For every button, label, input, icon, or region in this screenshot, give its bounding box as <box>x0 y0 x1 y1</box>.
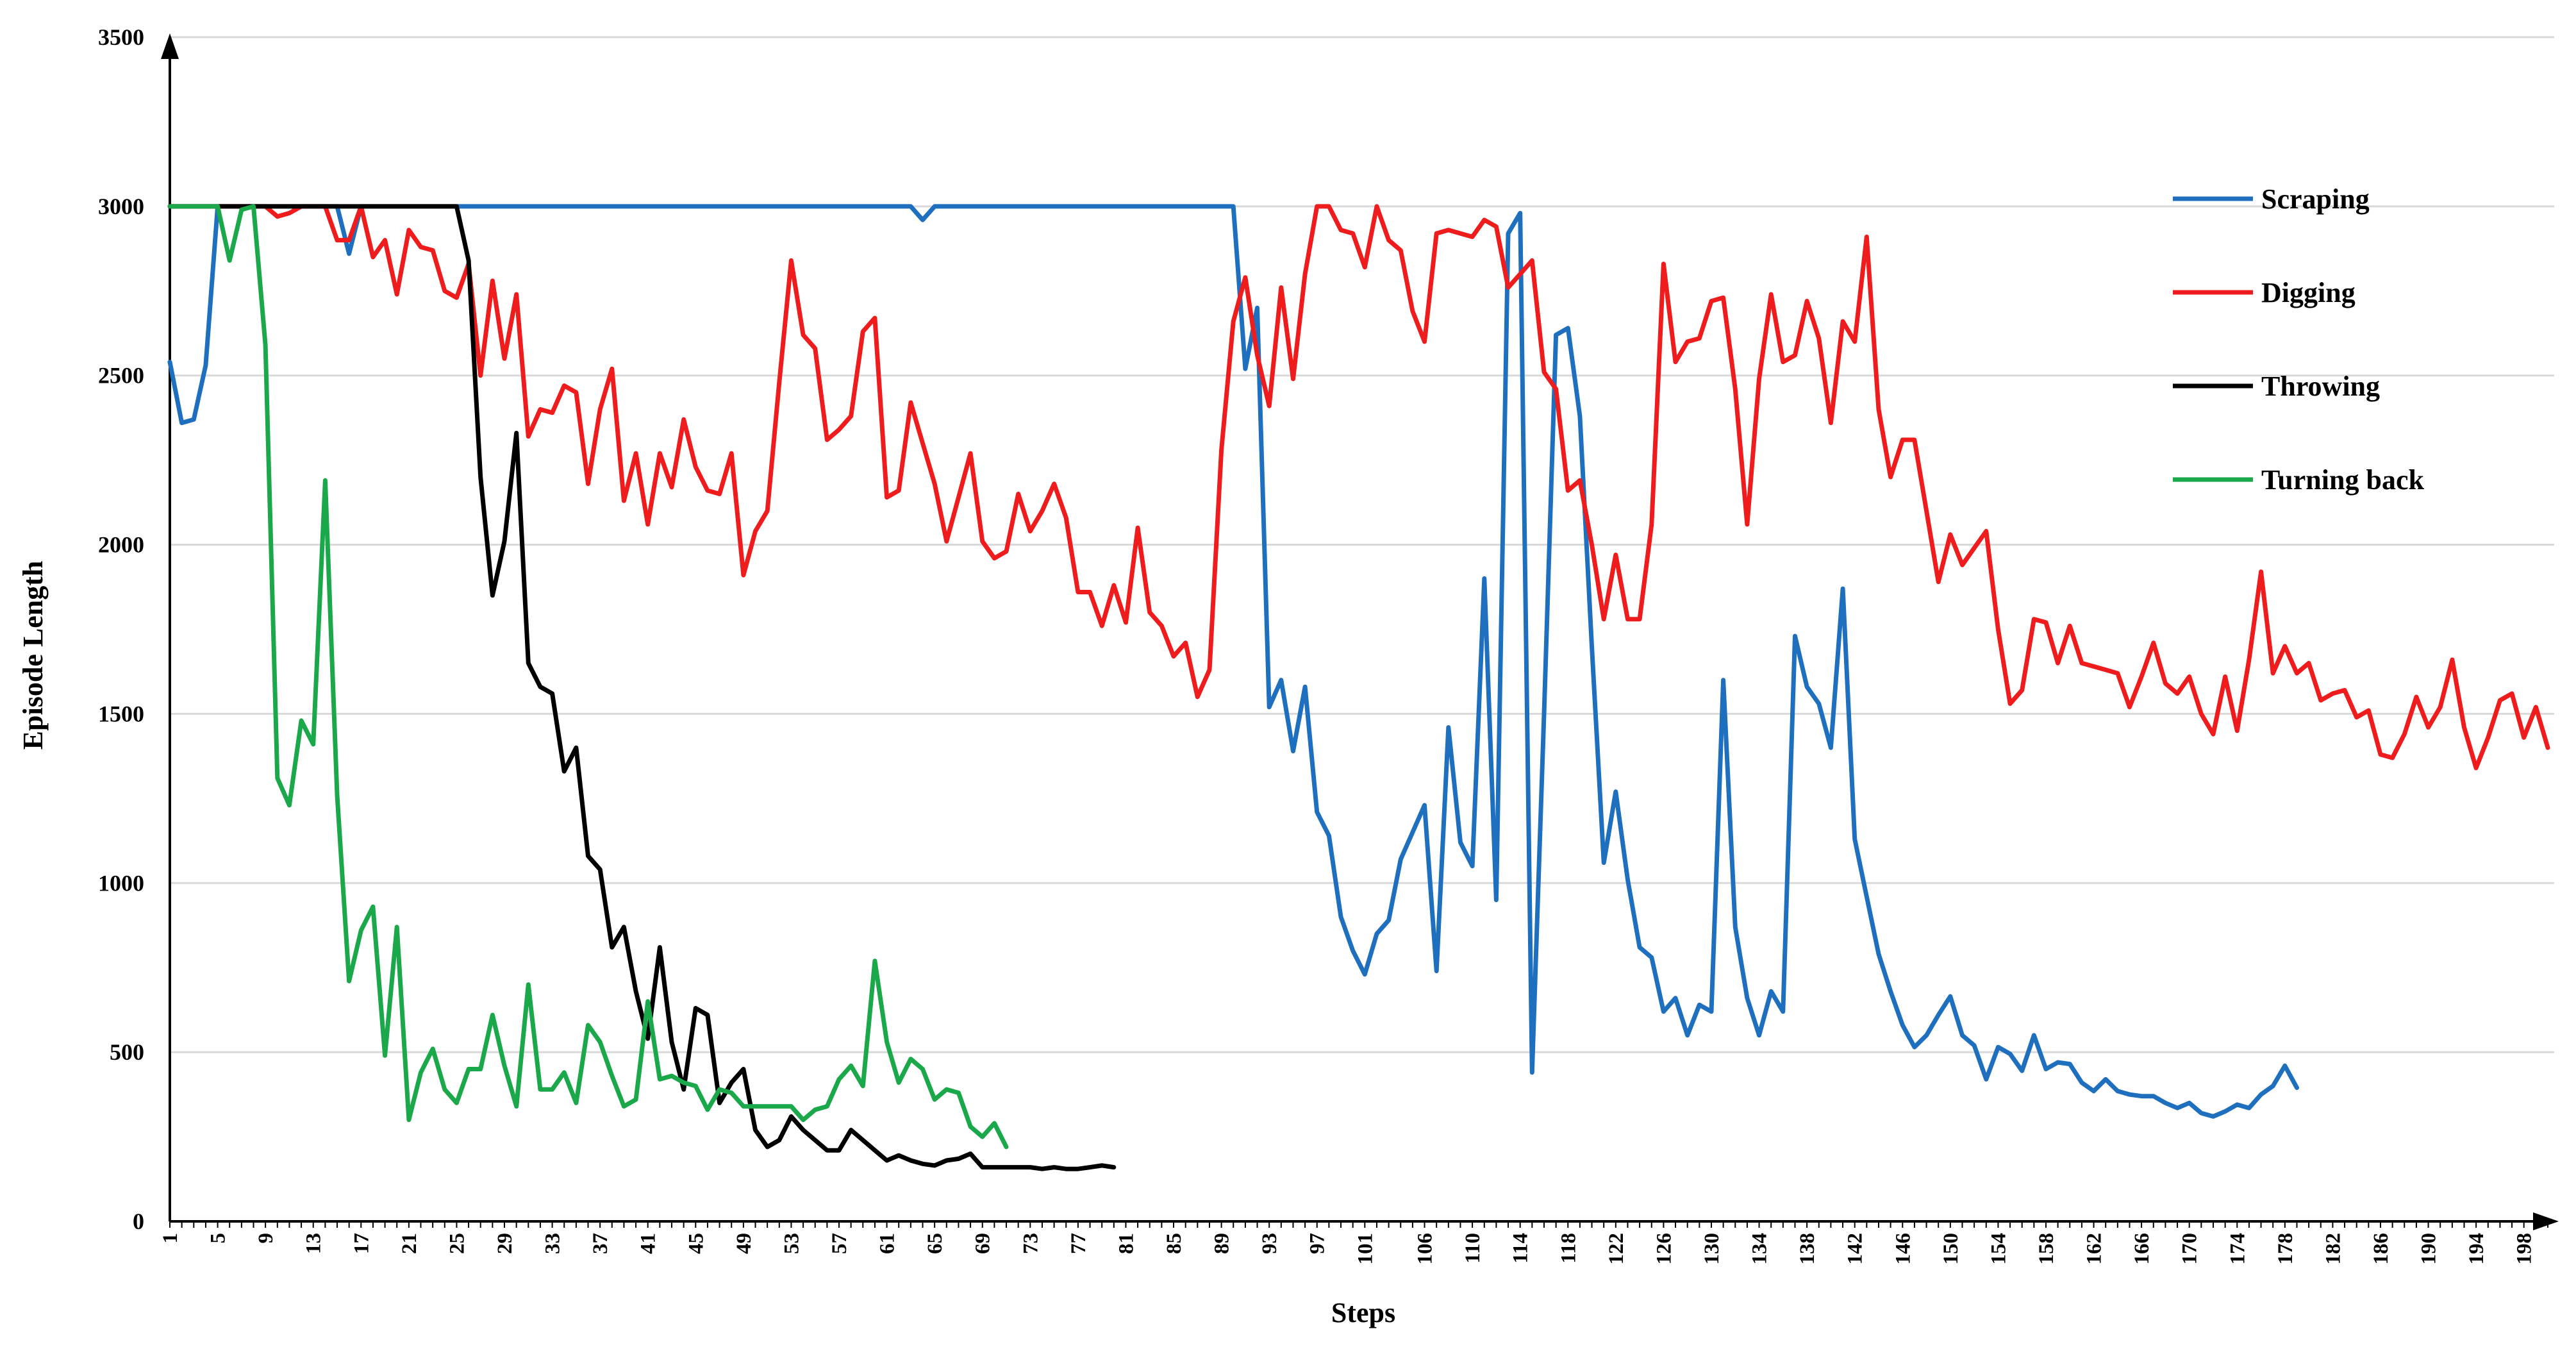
gridlines <box>170 36 2554 1053</box>
x-tick-label: 73 <box>1019 1233 1042 1254</box>
x-tick-label: 182 <box>2322 1233 2345 1265</box>
x-tick-label: 25 <box>445 1233 469 1254</box>
x-tick-label: 69 <box>972 1233 995 1254</box>
x-tick-label: 29 <box>494 1233 517 1254</box>
x-tick-label: 41 <box>637 1233 660 1254</box>
x-tick-label: 49 <box>733 1233 756 1254</box>
x-tick-label: 142 <box>1844 1233 1867 1265</box>
x-tick-labels: 1 5 9 13 17 21 25 29 33 37 41 45 49 53 57 61 65 69 73 77 81 8… <box>159 1233 2536 1265</box>
y-tick-label: 500 <box>110 1039 144 1065</box>
x-tick-label: 134 <box>1749 1233 1772 1265</box>
legend-label-throwing: Throwing <box>2261 371 2380 402</box>
series-line-turning-back <box>167 204 1009 1150</box>
y-tick-label: 3000 <box>98 194 144 219</box>
x-tick-label: 170 <box>2179 1233 2202 1265</box>
series-line-throwing <box>167 204 1117 1171</box>
x-tick-label: 45 <box>685 1233 708 1254</box>
series-lines <box>167 204 2550 1171</box>
x-tick-label: 89 <box>1211 1233 1234 1254</box>
x-tick-label: 166 <box>2131 1233 2154 1265</box>
x-tick-label: 61 <box>876 1233 899 1254</box>
x-tick-label: 138 <box>1796 1233 1819 1265</box>
x-tick-label: 174 <box>2226 1233 2249 1265</box>
y-tick-label: 2500 <box>98 363 144 389</box>
x-tick-label: 93 <box>1258 1233 1281 1254</box>
x-tick-label: 150 <box>1940 1233 1963 1265</box>
x-tick-label: 85 <box>1163 1233 1186 1254</box>
legend-label-turning-back: Turning back <box>2261 464 2424 496</box>
x-tick-label: 17 <box>350 1233 373 1254</box>
x-tick-label: 198 <box>2513 1233 2536 1265</box>
x-tick-label: 126 <box>1652 1233 1675 1265</box>
x-tick-label: 21 <box>398 1233 421 1254</box>
x-tick-label: 130 <box>1700 1233 1724 1265</box>
x-tick-label: 33 <box>542 1233 565 1254</box>
x-tick-label: 154 <box>1987 1233 2010 1265</box>
x-tick-label: 186 <box>2370 1233 2393 1265</box>
x-tick-label: 110 <box>1461 1233 1484 1264</box>
y-tick-label: 0 <box>133 1209 144 1234</box>
x-tick-label: 5 <box>207 1233 230 1244</box>
x-tick-label: 158 <box>2035 1233 2058 1265</box>
series-line-scraping <box>167 204 2299 1119</box>
x-tick-label: 122 <box>1605 1233 1628 1265</box>
x-tick-label: 57 <box>828 1233 851 1254</box>
x-tick-label: 1 <box>159 1233 182 1244</box>
x-tick-label: 106 <box>1414 1233 1437 1265</box>
x-tick-label: 65 <box>924 1233 947 1254</box>
x-tick-label: 37 <box>589 1233 612 1254</box>
y-tick-labels: 0 500 1000 1500 2000 2500 3000 3500 <box>98 24 144 1234</box>
y-tick-label: 1000 <box>98 870 144 896</box>
y-tick-label: 1500 <box>98 701 144 726</box>
x-tick-label: 146 <box>1891 1233 1915 1265</box>
x-tick-label: 194 <box>2465 1233 2488 1265</box>
x-tick-label: 118 <box>1557 1233 1580 1264</box>
y-axis-arrow <box>161 33 179 59</box>
axes <box>161 33 2559 1230</box>
x-tick-label: 77 <box>1067 1233 1090 1254</box>
legend: Scraping Digging Throwing Turning back <box>2173 183 2424 496</box>
series-line-digging <box>167 204 2550 771</box>
x-tick-label: 114 <box>1509 1233 1533 1264</box>
x-axis-title: Steps <box>1331 1297 1395 1328</box>
x-tick-label: 178 <box>2274 1233 2297 1265</box>
legend-label-digging: Digging <box>2261 277 2356 308</box>
y-axis-title: Episode Length <box>17 561 49 750</box>
x-tick-label: 9 <box>254 1233 278 1244</box>
x-tick-label: 162 <box>2083 1233 2106 1265</box>
y-tick-label: 3500 <box>98 24 144 50</box>
x-axis-arrow <box>2533 1212 2559 1230</box>
x-tick-label: 81 <box>1115 1233 1138 1254</box>
y-tick-label: 2000 <box>98 532 144 558</box>
legend-label-scraping: Scraping <box>2261 183 2370 215</box>
x-tick-label: 190 <box>2418 1233 2441 1265</box>
x-tick-label: 97 <box>1306 1233 1329 1254</box>
x-tick-label: 53 <box>780 1233 803 1254</box>
x-tick-label: 101 <box>1354 1233 1377 1265</box>
x-tick-label: 13 <box>303 1233 326 1254</box>
